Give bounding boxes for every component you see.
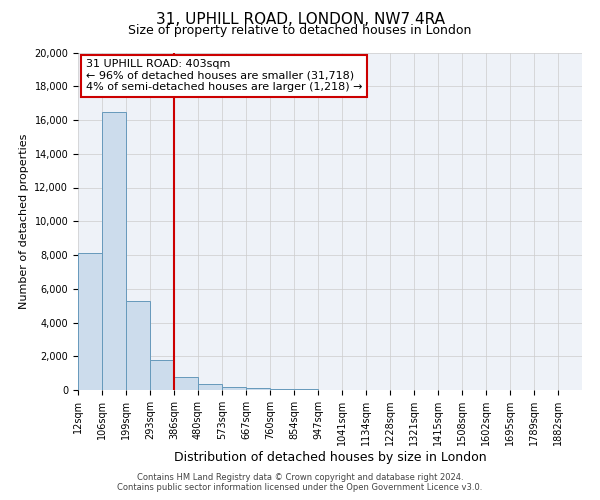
Bar xyxy=(246,388,270,390)
Bar xyxy=(126,300,150,390)
Y-axis label: Number of detached properties: Number of detached properties xyxy=(19,134,29,309)
Bar xyxy=(78,254,102,390)
Bar xyxy=(270,388,294,390)
Bar xyxy=(222,387,246,390)
Bar xyxy=(198,384,222,390)
Text: Size of property relative to detached houses in London: Size of property relative to detached ho… xyxy=(128,24,472,37)
Bar xyxy=(102,112,126,390)
Text: Contains HM Land Registry data © Crown copyright and database right 2024.
Contai: Contains HM Land Registry data © Crown c… xyxy=(118,473,482,492)
Bar xyxy=(150,360,174,390)
X-axis label: Distribution of detached houses by size in London: Distribution of detached houses by size … xyxy=(173,451,487,464)
Bar xyxy=(294,389,318,390)
Bar xyxy=(174,376,198,390)
Text: 31 UPHILL ROAD: 403sqm
← 96% of detached houses are smaller (31,718)
4% of semi-: 31 UPHILL ROAD: 403sqm ← 96% of detached… xyxy=(86,59,362,92)
Text: 31, UPHILL ROAD, LONDON, NW7 4RA: 31, UPHILL ROAD, LONDON, NW7 4RA xyxy=(155,12,445,28)
